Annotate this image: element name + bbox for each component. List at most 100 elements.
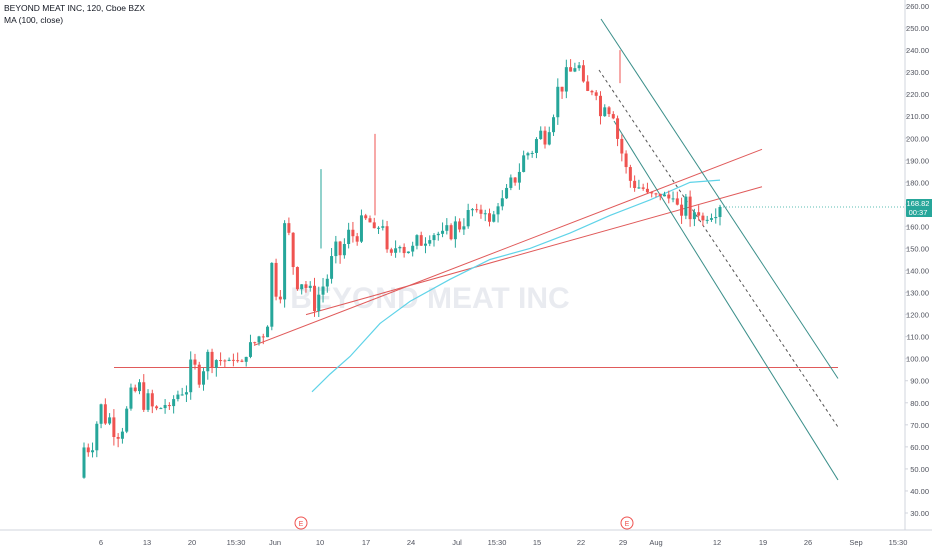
candle-body bbox=[236, 360, 240, 362]
candle-body bbox=[91, 450, 95, 453]
candle-body bbox=[552, 117, 556, 133]
candle-body bbox=[270, 262, 274, 327]
price-axis-label: 30.00 bbox=[910, 509, 929, 518]
candle-body bbox=[556, 86, 560, 118]
time-axis-label: Sep bbox=[849, 538, 862, 547]
price-axis-label: 80.00 bbox=[910, 399, 929, 408]
candle-body bbox=[475, 209, 479, 211]
candle-body bbox=[125, 408, 129, 432]
candle-body bbox=[283, 223, 287, 300]
candle-body bbox=[193, 359, 197, 365]
candle-body bbox=[321, 286, 325, 295]
earnings-marker-icon bbox=[294, 516, 308, 530]
candle-body bbox=[517, 171, 521, 183]
candle-body bbox=[257, 336, 261, 343]
candle-body bbox=[577, 65, 581, 69]
candle-body bbox=[137, 382, 141, 392]
channel-mid-line bbox=[598, 69, 839, 428]
price-axis-label: 40.00 bbox=[910, 487, 929, 496]
candle-body bbox=[645, 188, 649, 193]
candle-body bbox=[347, 229, 351, 245]
candle-body bbox=[590, 90, 594, 93]
candle-body bbox=[637, 187, 641, 189]
candle-body bbox=[445, 225, 449, 231]
candle-body bbox=[197, 364, 201, 385]
candle-body bbox=[295, 267, 299, 290]
candle-body bbox=[564, 67, 568, 92]
candle-body bbox=[581, 65, 585, 82]
time-axis-label: 17 bbox=[362, 538, 370, 547]
price-axis-label: 110.00 bbox=[907, 333, 929, 342]
candle-body bbox=[466, 210, 470, 227]
candle-body bbox=[317, 294, 321, 312]
candle-body bbox=[586, 81, 590, 91]
candle-body bbox=[449, 225, 453, 240]
price-axis-label: 200.00 bbox=[906, 134, 929, 143]
candle-body bbox=[244, 356, 248, 362]
candle-body bbox=[338, 241, 342, 256]
upper-trendline bbox=[253, 148, 763, 346]
candle-body bbox=[633, 180, 637, 188]
bar-countdown: 00:37 bbox=[909, 208, 928, 217]
candle-body bbox=[308, 285, 312, 288]
candle-body bbox=[223, 360, 227, 362]
time-axis-label: 19 bbox=[759, 538, 767, 547]
price-axis-label: 120.00 bbox=[906, 311, 929, 320]
candle-body bbox=[146, 393, 150, 410]
price-axis-label: 210.00 bbox=[906, 112, 929, 121]
channel-upper-line bbox=[600, 18, 839, 379]
candle-body bbox=[658, 193, 662, 197]
candle-body bbox=[701, 215, 705, 221]
price-axis-label: 160.00 bbox=[906, 222, 929, 231]
price-axis-label: 180.00 bbox=[906, 178, 929, 187]
candle-body bbox=[423, 243, 427, 246]
candle-body bbox=[129, 387, 133, 409]
candle-body bbox=[692, 212, 696, 220]
candle-body bbox=[415, 235, 419, 246]
time-axis-label: 13 bbox=[143, 538, 151, 547]
candle-body bbox=[359, 215, 363, 242]
candle-body bbox=[82, 447, 86, 478]
candle-body bbox=[266, 326, 270, 338]
time-axis-label: 15:30 bbox=[488, 538, 507, 547]
candle-body bbox=[312, 285, 316, 312]
candle-body bbox=[120, 431, 124, 439]
candle-body bbox=[594, 92, 598, 96]
candle-body bbox=[607, 107, 611, 115]
price-axis-label: 250.00 bbox=[906, 24, 929, 33]
candle-body bbox=[432, 235, 436, 241]
candle-body bbox=[402, 246, 406, 254]
candle-body bbox=[705, 219, 709, 221]
candle-body bbox=[539, 130, 543, 140]
price-axis-label: 70.00 bbox=[910, 421, 929, 430]
time-axis-label: 24 bbox=[407, 538, 415, 547]
candle-body bbox=[142, 382, 146, 410]
price-axis-label: 90.00 bbox=[910, 377, 929, 386]
candle-body bbox=[560, 86, 564, 92]
price-axis-label: 260.00 bbox=[906, 2, 929, 11]
candle-body bbox=[624, 153, 628, 168]
candle-body bbox=[718, 206, 722, 217]
price-axis-label: 150.00 bbox=[906, 244, 929, 253]
candle-body bbox=[334, 241, 338, 257]
candle-body bbox=[389, 249, 393, 253]
candle-body bbox=[116, 437, 120, 439]
candle-body bbox=[219, 360, 223, 362]
candle-body bbox=[671, 198, 675, 200]
time-axis-label: 6 bbox=[99, 538, 103, 547]
candle-body bbox=[189, 359, 193, 393]
candle-body bbox=[368, 218, 372, 223]
candle-body bbox=[462, 226, 466, 230]
candle-body bbox=[573, 68, 577, 72]
candle-body bbox=[530, 152, 534, 154]
time-axis-label: 29 bbox=[619, 538, 627, 547]
candle-body bbox=[470, 209, 474, 211]
candle-body bbox=[381, 226, 385, 228]
candle-body bbox=[620, 138, 624, 154]
candle-body bbox=[500, 198, 504, 207]
time-axis-label: 22 bbox=[577, 538, 585, 547]
candle-body bbox=[496, 206, 500, 215]
last-price-value: 168.82 bbox=[907, 199, 930, 208]
